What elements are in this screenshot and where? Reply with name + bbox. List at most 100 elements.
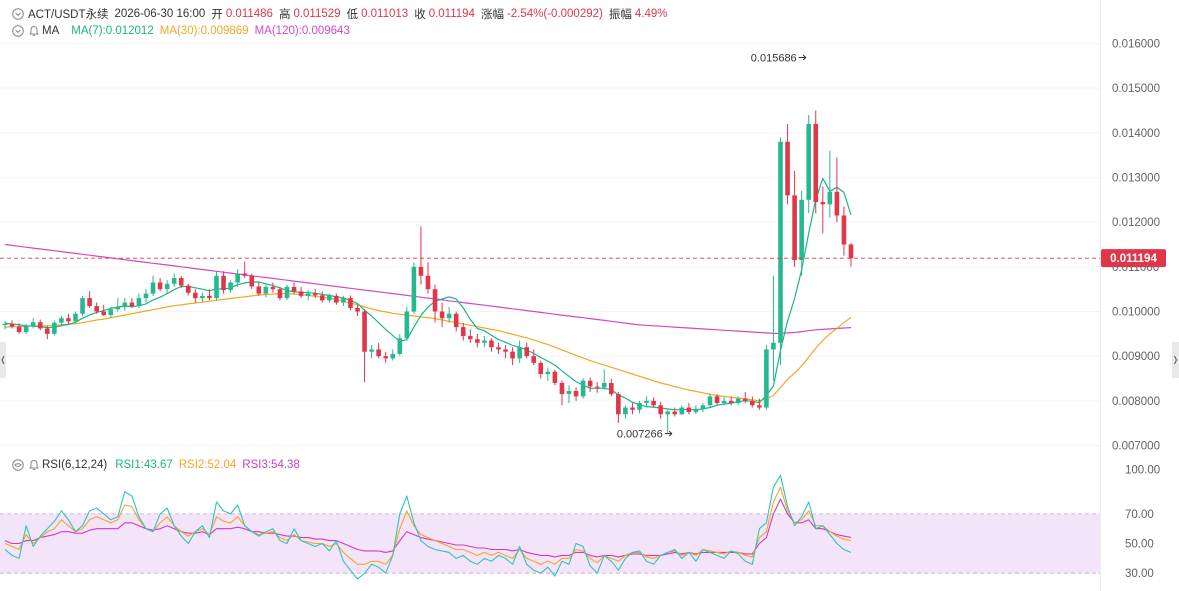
high-label: 高 bbox=[278, 9, 291, 21]
candle-body bbox=[475, 339, 480, 343]
candle-body bbox=[178, 277, 184, 286]
candle bbox=[742, 391, 748, 404]
rsi-panel bbox=[0, 474, 1100, 580]
candle bbox=[164, 280, 170, 294]
candle bbox=[813, 110, 819, 214]
chevron-down-icon[interactable] bbox=[12, 8, 24, 20]
candle-body bbox=[742, 398, 748, 401]
candle-body bbox=[510, 351, 515, 359]
symbol-label: ACT/USDT永续 bbox=[28, 9, 109, 21]
candle bbox=[404, 307, 410, 341]
candle bbox=[16, 323, 22, 334]
candle bbox=[552, 369, 558, 386]
candle-body bbox=[397, 338, 403, 354]
candle-body bbox=[291, 286, 297, 292]
candle-body bbox=[157, 282, 163, 290]
candle bbox=[778, 137, 783, 366]
candle bbox=[186, 283, 191, 296]
candle bbox=[221, 271, 226, 294]
candle bbox=[2, 321, 8, 330]
candle bbox=[390, 349, 396, 361]
candle-body bbox=[623, 407, 628, 415]
scroll-left-handle[interactable] bbox=[0, 342, 6, 378]
candle bbox=[489, 338, 494, 352]
candle bbox=[806, 114, 811, 214]
candle-body bbox=[37, 322, 43, 329]
candle-body bbox=[411, 266, 417, 312]
candle-body bbox=[714, 396, 720, 404]
ma-label: MA bbox=[42, 25, 60, 37]
candle bbox=[482, 336, 487, 348]
candle-body bbox=[312, 293, 318, 296]
bell-icon[interactable] bbox=[28, 459, 40, 471]
candle-body bbox=[630, 407, 635, 410]
candle-body bbox=[30, 322, 36, 326]
candle-body bbox=[609, 382, 614, 395]
candle bbox=[510, 347, 515, 366]
candle bbox=[517, 340, 522, 363]
candle bbox=[637, 400, 642, 414]
candle-body bbox=[66, 318, 71, 322]
candle-body bbox=[200, 295, 205, 299]
candle bbox=[207, 289, 212, 301]
close-value: 0.011194 bbox=[428, 8, 475, 20]
candle bbox=[334, 293, 339, 305]
candle bbox=[73, 311, 78, 323]
candle-body bbox=[45, 328, 50, 334]
eye-icon[interactable] bbox=[12, 459, 24, 471]
candle-body bbox=[601, 382, 607, 388]
candle-body bbox=[820, 202, 826, 205]
candle bbox=[362, 309, 367, 383]
candle-body bbox=[193, 292, 198, 299]
rsi1-line bbox=[4, 474, 852, 580]
candle-body bbox=[376, 349, 381, 357]
candle-body bbox=[235, 273, 240, 283]
candle-body bbox=[2, 324, 8, 326]
rsi-legend: RSI(6,12,24) RSI1:43.67 RSI2:52.04 RSI3:… bbox=[12, 457, 306, 473]
candle-body bbox=[524, 347, 529, 357]
candle-body bbox=[545, 371, 551, 375]
candle bbox=[750, 396, 755, 408]
scroll-right-handle[interactable] bbox=[1172, 342, 1179, 378]
candle-body bbox=[164, 283, 170, 290]
candle-body bbox=[531, 356, 537, 363]
candle bbox=[305, 290, 311, 301]
candle bbox=[630, 403, 635, 415]
chevron-down-icon[interactable] bbox=[12, 25, 24, 37]
candle bbox=[446, 307, 452, 323]
candle-body bbox=[785, 141, 790, 196]
candle-body bbox=[425, 275, 431, 290]
candle bbox=[369, 344, 374, 359]
candle bbox=[193, 289, 198, 303]
low-annotation-label: 0.007266 bbox=[617, 429, 663, 441]
candle-body bbox=[757, 405, 762, 408]
price-tick-label: 0.007000 bbox=[1112, 440, 1160, 452]
candle bbox=[672, 407, 678, 417]
candle-body bbox=[460, 327, 466, 337]
candle-body bbox=[453, 313, 459, 328]
price-tick-label: 0.008000 bbox=[1112, 396, 1160, 408]
candle bbox=[30, 318, 36, 329]
candlesticks bbox=[2, 110, 854, 434]
candle-body bbox=[369, 349, 374, 352]
candle bbox=[644, 396, 649, 408]
candle-body bbox=[573, 391, 579, 397]
bell-icon[interactable] bbox=[28, 25, 40, 37]
candle-body bbox=[799, 199, 804, 261]
candle bbox=[101, 304, 106, 316]
candle bbox=[45, 325, 50, 340]
candle-body bbox=[538, 362, 544, 375]
candle-body bbox=[150, 282, 156, 294]
candle-body bbox=[334, 295, 339, 303]
rsi-band bbox=[0, 513, 1100, 574]
candle-body bbox=[489, 340, 494, 348]
candle bbox=[136, 293, 142, 308]
low-annotation-arrow bbox=[664, 430, 673, 437]
price-axis: 0.016000 0.015000 0.014000 0.013000 0.012000… bbox=[1112, 38, 1160, 580]
candle-body bbox=[87, 298, 92, 307]
candle-body bbox=[80, 298, 85, 314]
candle bbox=[616, 391, 621, 424]
last-price-label: 0.011194 bbox=[1110, 253, 1157, 265]
candle bbox=[108, 307, 114, 319]
